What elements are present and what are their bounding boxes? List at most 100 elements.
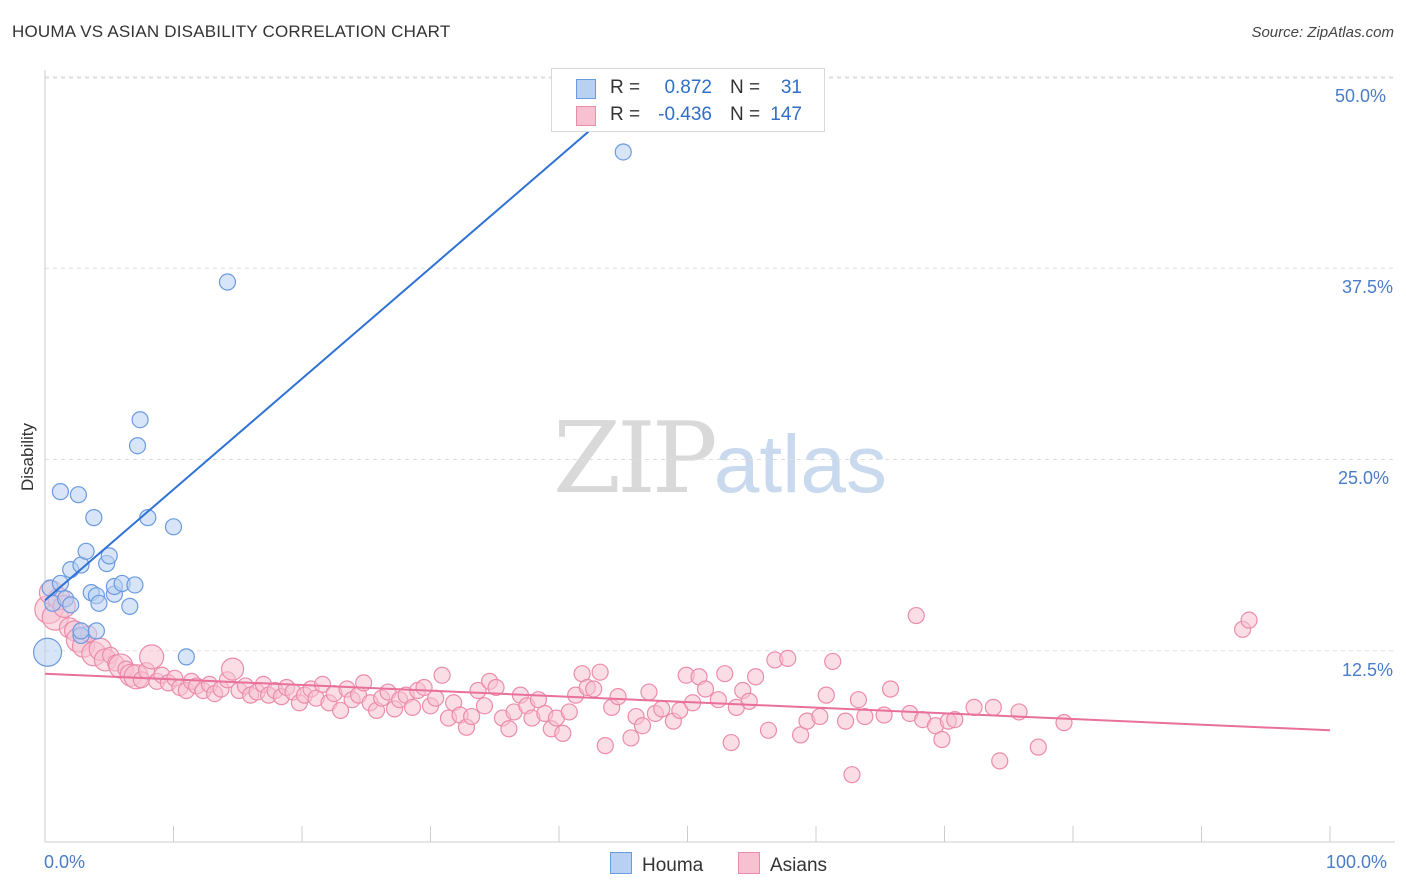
houma-point xyxy=(177,648,195,666)
houma-point xyxy=(121,597,139,615)
houma-points-layer xyxy=(32,112,632,667)
y-tick-label-50: 50.0% xyxy=(1335,86,1387,106)
grid-layer xyxy=(45,76,1395,652)
asian-point xyxy=(716,665,734,683)
y-tick-label-37-5: 37.5% xyxy=(1342,277,1394,297)
asian-point xyxy=(747,668,765,686)
watermark: ZIPatlas xyxy=(553,402,887,516)
asian-point xyxy=(609,688,627,706)
asian-point xyxy=(849,691,868,709)
asian-point xyxy=(965,698,983,716)
asians-r-label: R = xyxy=(610,104,641,125)
houma-point xyxy=(100,547,118,565)
watermark-atlas: atlas xyxy=(713,419,887,510)
asian-trend-line xyxy=(44,672,1331,732)
houma-point xyxy=(51,574,70,593)
houma-n-label: N = xyxy=(730,77,761,98)
asian-point xyxy=(139,644,165,670)
asian-point xyxy=(856,707,874,726)
asian-point xyxy=(633,717,652,735)
asian-point xyxy=(487,678,505,697)
asian-point xyxy=(475,697,494,715)
asian-point xyxy=(560,703,578,721)
asian-point xyxy=(984,698,1002,716)
asians-swatch-icon xyxy=(576,106,596,126)
houma-legend-swatch-icon xyxy=(610,852,632,874)
houma-legend-label: Houma xyxy=(642,855,704,876)
y-tick-label-25: 25.0% xyxy=(1338,468,1390,488)
asian-point xyxy=(811,707,829,726)
houma-point xyxy=(85,509,103,527)
asian-point xyxy=(881,680,900,698)
asian-point xyxy=(817,686,835,704)
asian-point xyxy=(554,724,572,742)
bottom-legend-asians: Asians xyxy=(738,852,827,877)
asian-point xyxy=(836,712,855,730)
asian-point xyxy=(463,707,481,726)
asian-point xyxy=(585,680,603,698)
asian-point xyxy=(824,652,842,671)
trend-lines-layer xyxy=(44,73,1331,732)
asian-point xyxy=(1029,738,1047,756)
houma-swatch-icon xyxy=(576,79,596,99)
asian-point xyxy=(653,700,671,718)
asian-point xyxy=(427,689,445,707)
houma-trend-line xyxy=(44,73,657,602)
asian-point xyxy=(779,649,797,668)
asians-legend-label: Asians xyxy=(770,855,828,876)
houma-point xyxy=(218,273,237,291)
houma-r-label: R = xyxy=(610,77,641,98)
asian-point xyxy=(433,666,451,684)
houma-point xyxy=(131,411,149,429)
asian-point xyxy=(469,681,487,700)
asian-point xyxy=(403,698,422,716)
houma-point xyxy=(87,622,106,640)
houma-point xyxy=(77,542,95,560)
asian-point xyxy=(1240,611,1258,629)
x-tick-label-min: 0.0% xyxy=(44,852,86,872)
chart-title: HOUMA VS ASIAN DISABILITY CORRELATION CH… xyxy=(12,22,451,41)
legend-row-houma: R = 0.872 N = 31 xyxy=(552,75,824,99)
y-axis-label: Disability xyxy=(18,422,37,492)
bottom-legend-houma: Houma xyxy=(610,852,703,877)
asian-point xyxy=(709,691,727,709)
houma-point xyxy=(126,576,144,594)
watermark-zip: ZIP xyxy=(553,402,718,516)
asians-n-label: N = xyxy=(730,104,761,125)
houma-point xyxy=(614,143,632,161)
houma-r-value: 0.872 xyxy=(664,77,712,98)
asian-point xyxy=(907,606,925,625)
houma-n-value: 31 xyxy=(780,77,802,98)
asian-point xyxy=(722,733,740,752)
asian-point xyxy=(843,766,861,784)
asian-point xyxy=(1055,714,1073,732)
asian-point xyxy=(596,737,614,755)
houma-point xyxy=(32,637,63,667)
asian-point xyxy=(875,706,893,724)
asian-point xyxy=(933,730,951,749)
asian-point xyxy=(791,726,810,744)
asian-point xyxy=(696,680,715,698)
houma-point xyxy=(128,437,147,455)
houma-point xyxy=(62,596,80,614)
asian-point xyxy=(221,657,245,681)
asian-point xyxy=(331,701,350,720)
houma-point xyxy=(51,483,70,501)
houma-point xyxy=(69,486,88,504)
asian-point xyxy=(313,675,332,694)
legend-row-asians: R = -0.436 N = 147 xyxy=(552,102,824,126)
source-credit: Source: ZipAtlas.com xyxy=(1251,24,1394,41)
x-tick-label-max: 100.0% xyxy=(1326,852,1388,872)
asian-point xyxy=(991,752,1009,770)
asian-point xyxy=(740,692,758,710)
y-tick-label-12-5: 12.5% xyxy=(1342,660,1394,680)
houma-point xyxy=(164,518,183,536)
axis-layer xyxy=(44,70,1395,843)
houma-point xyxy=(72,622,90,640)
asian-point xyxy=(591,663,609,681)
asian-point xyxy=(759,721,778,739)
asian-point xyxy=(622,729,640,747)
asians-legend-swatch-icon xyxy=(738,852,760,874)
asians-r-value: -0.436 xyxy=(658,104,712,125)
